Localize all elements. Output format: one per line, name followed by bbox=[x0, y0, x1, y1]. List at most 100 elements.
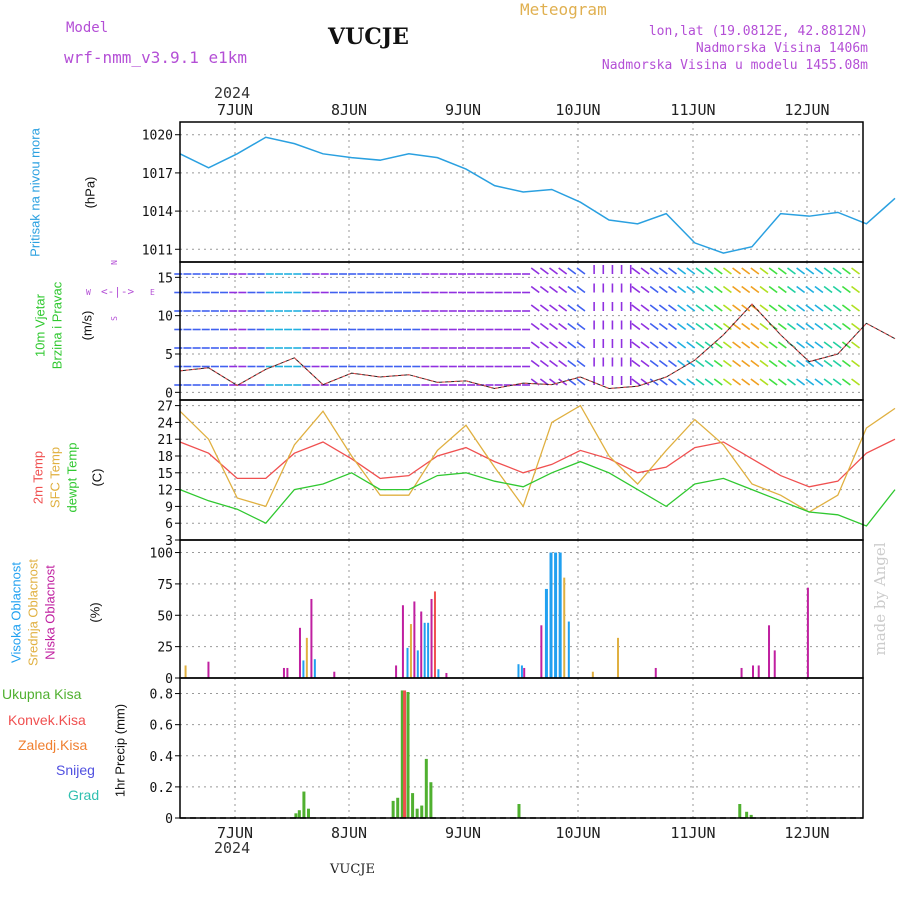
wind-barb bbox=[786, 378, 796, 386]
wind-barb bbox=[786, 285, 796, 294]
wind-barb bbox=[722, 304, 732, 312]
precip-bar bbox=[415, 808, 419, 818]
wind-barb bbox=[686, 304, 696, 312]
wind-barb bbox=[777, 378, 787, 386]
wind-gust-line bbox=[179, 303, 896, 390]
wind-barb bbox=[631, 267, 641, 275]
wind-barb bbox=[796, 267, 806, 275]
wind-barb bbox=[823, 322, 833, 331]
y-tick-label: 5 bbox=[165, 348, 173, 363]
precip-bar bbox=[391, 800, 395, 818]
wind-barb bbox=[805, 285, 815, 294]
cloud-bar bbox=[305, 637, 308, 678]
cloud-bar bbox=[523, 667, 526, 678]
wind-barb bbox=[658, 285, 668, 294]
cloud-bar bbox=[286, 667, 289, 678]
wind-barb bbox=[576, 304, 586, 312]
wind-barb bbox=[640, 341, 650, 349]
wind-barb bbox=[631, 285, 641, 294]
wind-barb bbox=[777, 341, 787, 349]
wind-barb bbox=[558, 359, 568, 368]
y-tick-label: 18 bbox=[157, 450, 173, 465]
wind-barb bbox=[814, 285, 824, 294]
wind-barb bbox=[805, 341, 815, 349]
wind-barb bbox=[759, 322, 769, 331]
wind-barb bbox=[695, 341, 705, 349]
cloud-bar bbox=[654, 667, 657, 678]
cloud-bar bbox=[617, 637, 620, 678]
wind-barb bbox=[768, 378, 778, 386]
wind-barb bbox=[832, 378, 842, 386]
wind-barb bbox=[722, 378, 732, 386]
wind-barb bbox=[759, 267, 769, 275]
precip-bar bbox=[738, 804, 742, 818]
y-tick-label: 100 bbox=[150, 547, 173, 562]
panel-frame bbox=[179, 677, 864, 819]
wind-barb bbox=[814, 267, 824, 275]
wind-barb bbox=[558, 285, 568, 294]
wind-barb bbox=[539, 267, 549, 275]
y-tick-label: 24 bbox=[157, 416, 173, 431]
cloud-bar bbox=[184, 665, 187, 678]
precip-bar bbox=[297, 810, 301, 818]
wind-barb bbox=[796, 378, 806, 386]
wind-barb bbox=[750, 378, 760, 386]
x-date-label-top: 9JUN bbox=[445, 101, 481, 119]
wind-barb bbox=[841, 359, 851, 368]
wind-barb bbox=[732, 267, 742, 275]
cloud-bar bbox=[540, 625, 543, 678]
precip-bar bbox=[745, 811, 749, 818]
cloud-bar bbox=[445, 672, 448, 678]
wind-barb bbox=[786, 267, 796, 275]
x-date-label-bottom: 10JUN bbox=[555, 824, 600, 842]
wind-barb bbox=[640, 359, 650, 368]
wind-barb bbox=[576, 322, 586, 331]
wind-barb bbox=[796, 359, 806, 368]
y-tick-label: 10 bbox=[157, 310, 173, 325]
wind-barb bbox=[851, 359, 861, 368]
cloud-bar bbox=[520, 665, 523, 678]
wind-barb bbox=[732, 304, 742, 312]
model-altitude-text: Nadmorska Visina u modelu 1455.08m bbox=[601, 58, 868, 73]
wind-barb bbox=[567, 322, 577, 331]
wind-barb bbox=[732, 359, 742, 368]
wind-barb bbox=[631, 378, 641, 386]
wind-barb bbox=[823, 341, 833, 349]
wind-barb bbox=[677, 359, 687, 368]
wind-barb bbox=[750, 359, 760, 368]
wind-barb bbox=[805, 322, 815, 331]
sfc-temp-line bbox=[179, 404, 896, 513]
wind-barb bbox=[805, 267, 815, 275]
precip-frz-label: Zaledj.Kisa bbox=[18, 737, 88, 753]
cloud-bar bbox=[409, 624, 412, 678]
wind-barb bbox=[750, 267, 760, 275]
wind-barb bbox=[841, 378, 851, 386]
wind-barb bbox=[704, 285, 714, 294]
cloud-bar bbox=[406, 647, 409, 678]
wind-barb bbox=[677, 267, 687, 275]
pressure-line bbox=[179, 136, 896, 254]
wind-barb bbox=[741, 285, 751, 294]
wind-barb bbox=[759, 304, 769, 312]
wind-barb bbox=[576, 341, 586, 349]
x-date-label-top: 11JUN bbox=[670, 101, 715, 119]
wind-barb bbox=[558, 322, 568, 331]
y-tick-label: 6 bbox=[165, 517, 173, 532]
cloud-bar bbox=[757, 665, 760, 678]
footer-station: VUCJE bbox=[330, 862, 375, 877]
wind-barb bbox=[832, 285, 842, 294]
precip-bar bbox=[294, 813, 298, 818]
cloud-bar bbox=[413, 601, 416, 678]
wind-barb bbox=[677, 341, 687, 349]
wind-barb bbox=[530, 322, 540, 331]
wind-barb bbox=[677, 378, 687, 386]
cloud-bar bbox=[591, 671, 594, 678]
cloud-bar bbox=[282, 667, 285, 678]
wind-barb bbox=[713, 304, 723, 312]
wind-barb bbox=[539, 322, 549, 331]
precip-bar bbox=[424, 758, 428, 818]
wind-barb bbox=[786, 304, 796, 312]
cloud-bar bbox=[313, 659, 316, 678]
wind-barb bbox=[713, 322, 723, 331]
y-tick-label: 1020 bbox=[142, 129, 173, 144]
